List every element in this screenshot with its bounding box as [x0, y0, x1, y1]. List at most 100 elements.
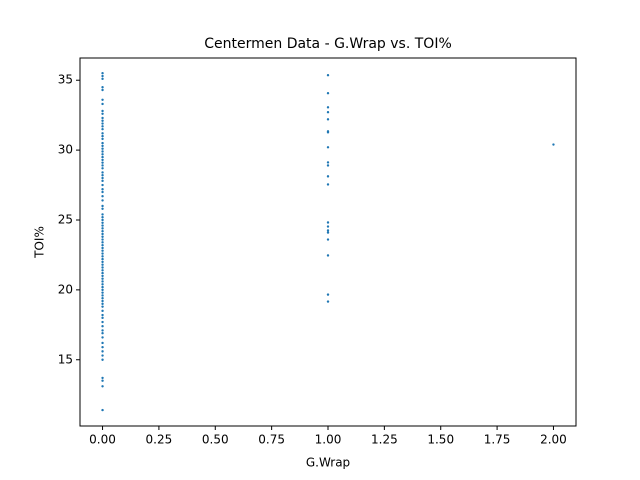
- x-axis-label: G.Wrap: [306, 456, 350, 470]
- point: [326, 225, 330, 228]
- point: [101, 116, 104, 120]
- point: [326, 111, 330, 114]
- point: [101, 204, 104, 208]
- point: [101, 167, 104, 170]
- x-tick-label: 2.00: [540, 433, 567, 447]
- point: [101, 232, 104, 236]
- point: [101, 119, 104, 122]
- point: [101, 263, 104, 266]
- point: [101, 385, 104, 388]
- point: [101, 127, 104, 131]
- x-tick-label: 0.00: [89, 433, 116, 447]
- point: [101, 408, 104, 412]
- point: [101, 350, 104, 353]
- point: [326, 293, 330, 296]
- x-tick-label: 0.50: [202, 433, 229, 447]
- x-tick-label: 1.00: [315, 433, 342, 447]
- point: [101, 283, 104, 286]
- point: [101, 122, 104, 125]
- point: [101, 161, 104, 164]
- point: [101, 102, 104, 106]
- point: [101, 199, 104, 202]
- point: [326, 231, 330, 234]
- point: [101, 132, 104, 135]
- x-tick-label: 0.75: [258, 433, 285, 447]
- point: [101, 88, 104, 92]
- point: [101, 255, 104, 258]
- point: [326, 183, 330, 186]
- point: [101, 213, 104, 216]
- y-tick-label: 35: [58, 73, 73, 87]
- point: [101, 277, 104, 280]
- point: [101, 271, 104, 275]
- point: [101, 179, 104, 183]
- point: [101, 183, 104, 187]
- point: [101, 150, 104, 153]
- point: [101, 243, 104, 247]
- point: [326, 73, 330, 77]
- point: [101, 379, 104, 382]
- point: [101, 376, 104, 380]
- point: [101, 174, 104, 177]
- point: [326, 300, 330, 303]
- point: [326, 146, 330, 149]
- point: [101, 190, 104, 194]
- point: [101, 313, 104, 317]
- point: [101, 274, 104, 278]
- y-tick-label: 25: [58, 212, 73, 226]
- point: [101, 153, 104, 156]
- point: [101, 141, 104, 145]
- point: [101, 98, 104, 101]
- point: [101, 266, 104, 269]
- point: [101, 257, 104, 261]
- point: [101, 252, 104, 255]
- point: [101, 294, 104, 297]
- point: [101, 227, 104, 230]
- point: [101, 336, 104, 339]
- point: [326, 175, 330, 178]
- point: [101, 316, 104, 320]
- x-tick-label: 0.25: [146, 433, 173, 447]
- point: [326, 131, 330, 134]
- point: [101, 345, 104, 349]
- point: [101, 164, 104, 167]
- point: [101, 144, 104, 148]
- point: [101, 246, 104, 250]
- chart-title: Centermen Data - G.Wrap vs. TOI%: [204, 36, 452, 52]
- point: [101, 297, 104, 300]
- point: [101, 291, 104, 294]
- x-tick-label: 1.25: [371, 433, 398, 447]
- point: [101, 176, 104, 180]
- point: [101, 134, 104, 138]
- point: [101, 331, 104, 335]
- point: [326, 254, 330, 257]
- point: [101, 354, 104, 357]
- point: [326, 221, 330, 224]
- point: [101, 235, 104, 238]
- point: [326, 229, 330, 232]
- point: [101, 195, 104, 198]
- point: [326, 118, 330, 121]
- point: [101, 288, 104, 292]
- point: [101, 325, 104, 328]
- point: [101, 229, 104, 233]
- point: [101, 299, 104, 303]
- y-tick-label: 15: [58, 352, 73, 366]
- point: [326, 238, 330, 241]
- point: [101, 137, 104, 141]
- y-tick-label: 30: [58, 143, 73, 157]
- point: [101, 72, 104, 75]
- point: [101, 74, 104, 78]
- point: [326, 164, 330, 167]
- point: [101, 171, 104, 174]
- point: [101, 109, 104, 113]
- x-tick-label: 1.75: [484, 433, 511, 447]
- point: [101, 358, 104, 361]
- point: [101, 241, 104, 244]
- point: [101, 285, 104, 289]
- point: [101, 207, 104, 211]
- point: [101, 125, 104, 128]
- point: [326, 106, 330, 109]
